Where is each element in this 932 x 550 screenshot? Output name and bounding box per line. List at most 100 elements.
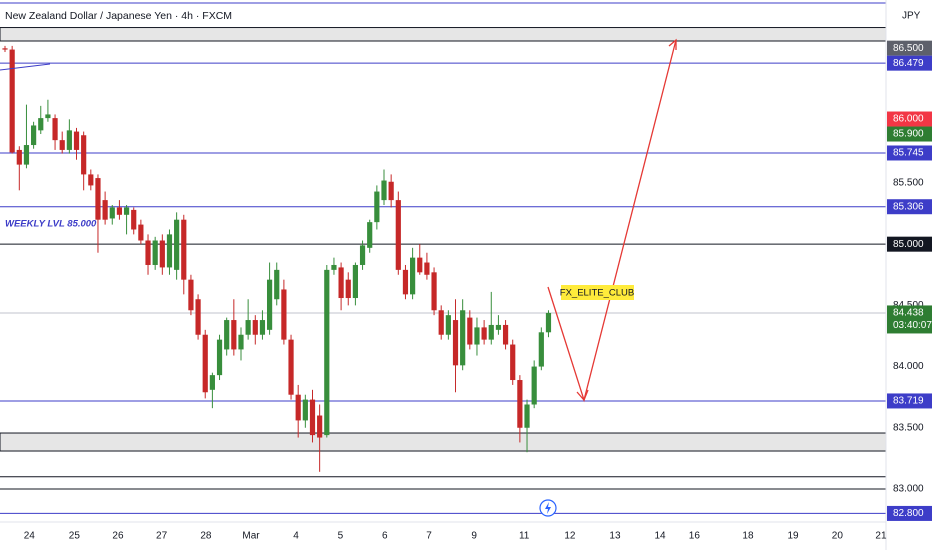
candle-body	[2, 48, 8, 50]
candle-body	[16, 149, 22, 165]
zone	[0, 432, 887, 452]
x-tick-label: 16	[689, 531, 701, 542]
x-tick-label: 13	[609, 531, 621, 542]
candle-body	[145, 240, 151, 265]
candle-body	[231, 320, 237, 350]
x-tick-label: 9	[471, 531, 477, 542]
event-icon-bolt	[545, 502, 551, 514]
candle-body	[252, 320, 258, 335]
candle-body	[152, 240, 158, 265]
price-label-box	[887, 505, 932, 521]
candle-body	[324, 269, 330, 436]
candle-body	[524, 404, 530, 428]
candle-body	[73, 131, 80, 150]
price-label: 86.500	[893, 43, 924, 54]
x-tick-label: 19	[787, 531, 799, 542]
price-label: 85.900	[893, 129, 924, 140]
x-tick-label: 25	[69, 531, 81, 542]
candle-body	[45, 114, 51, 119]
candle-body	[474, 327, 480, 345]
candle-body	[245, 320, 251, 335]
candle-body	[352, 264, 359, 299]
candle-body	[359, 245, 366, 265]
price-label: 82.800	[893, 508, 924, 519]
candle-body	[417, 257, 423, 273]
countdown-label: 03:40:07	[893, 320, 932, 331]
x-tick-label: 12	[564, 531, 576, 542]
zone	[0, 27, 887, 42]
candle-body	[31, 125, 37, 146]
candle-body	[538, 332, 544, 367]
candle-body	[274, 269, 280, 300]
candle-body	[531, 366, 537, 405]
annotation: WEEKLY LVL 85.000	[5, 219, 97, 230]
price-label-box	[887, 40, 932, 56]
plot-area	[0, 2, 887, 514]
candle-body	[9, 49, 15, 153]
candle-body	[259, 320, 266, 335]
candle-body	[216, 339, 223, 376]
y-tick-label: 85.500	[893, 178, 924, 189]
price-label: 85.745	[893, 148, 924, 159]
price-label-box	[887, 126, 932, 142]
candle-body	[38, 118, 44, 131]
x-tick-label: 21	[875, 531, 887, 542]
candle-body	[109, 207, 115, 219]
candle-body	[367, 222, 373, 248]
candle-body	[295, 394, 301, 421]
candle-body	[238, 334, 244, 350]
candle-body	[281, 289, 287, 340]
candle-body	[431, 272, 437, 311]
candle-body	[517, 380, 523, 428]
arrow-head	[668, 38, 677, 50]
candle-body	[309, 399, 316, 436]
candle-body	[88, 174, 94, 186]
y-tick-label: 84.000	[893, 361, 924, 372]
candle-body	[381, 180, 387, 201]
price-label-box	[887, 111, 932, 127]
candle-body	[138, 224, 144, 241]
price-label-box	[887, 393, 932, 409]
arrow-head	[576, 389, 589, 402]
price-label: 83.719	[893, 396, 924, 407]
annotation: FX_ELITE_CLUB	[560, 288, 634, 299]
candle-body	[338, 267, 344, 299]
x-tick-label: Mar	[242, 531, 260, 542]
candle-body	[374, 191, 380, 223]
y-tick-label: 83.500	[893, 422, 924, 433]
candle-body	[317, 415, 323, 438]
candle-body	[495, 324, 502, 330]
price-label-box	[887, 199, 932, 215]
x-tick-label: 18	[742, 531, 754, 542]
annotation-box	[561, 285, 634, 300]
candle-body	[395, 200, 401, 270]
price-label: 86.479	[893, 58, 924, 69]
price-axis	[886, 0, 932, 550]
y-tick-label: 83.000	[893, 484, 924, 495]
y-axis-label: JPY	[902, 11, 921, 22]
candle-body	[209, 375, 215, 390]
x-tick-label: 11	[519, 531, 530, 542]
x-tick-label: 27	[156, 531, 168, 542]
x-tick-label: 28	[200, 531, 212, 542]
candle-body	[166, 234, 173, 268]
candle-body	[131, 209, 137, 230]
x-tick-label: 6	[382, 531, 388, 542]
candle-body	[202, 334, 208, 393]
candle-body	[388, 181, 394, 201]
price-label: 85.000	[893, 239, 924, 250]
axis-labels: 83.00083.50084.00084.50085.5002425262728…	[24, 40, 932, 542]
candle-body	[188, 279, 194, 311]
candle-body	[123, 207, 130, 215]
x-tick-label: 26	[112, 531, 124, 542]
x-tick-label: 24	[24, 531, 36, 542]
candle-body	[288, 339, 294, 395]
candle-body	[467, 317, 473, 345]
candle-body	[302, 399, 308, 421]
candle-body	[59, 140, 65, 150]
candle-body	[224, 320, 230, 350]
candle-body	[331, 264, 337, 270]
candle-body	[23, 145, 30, 165]
